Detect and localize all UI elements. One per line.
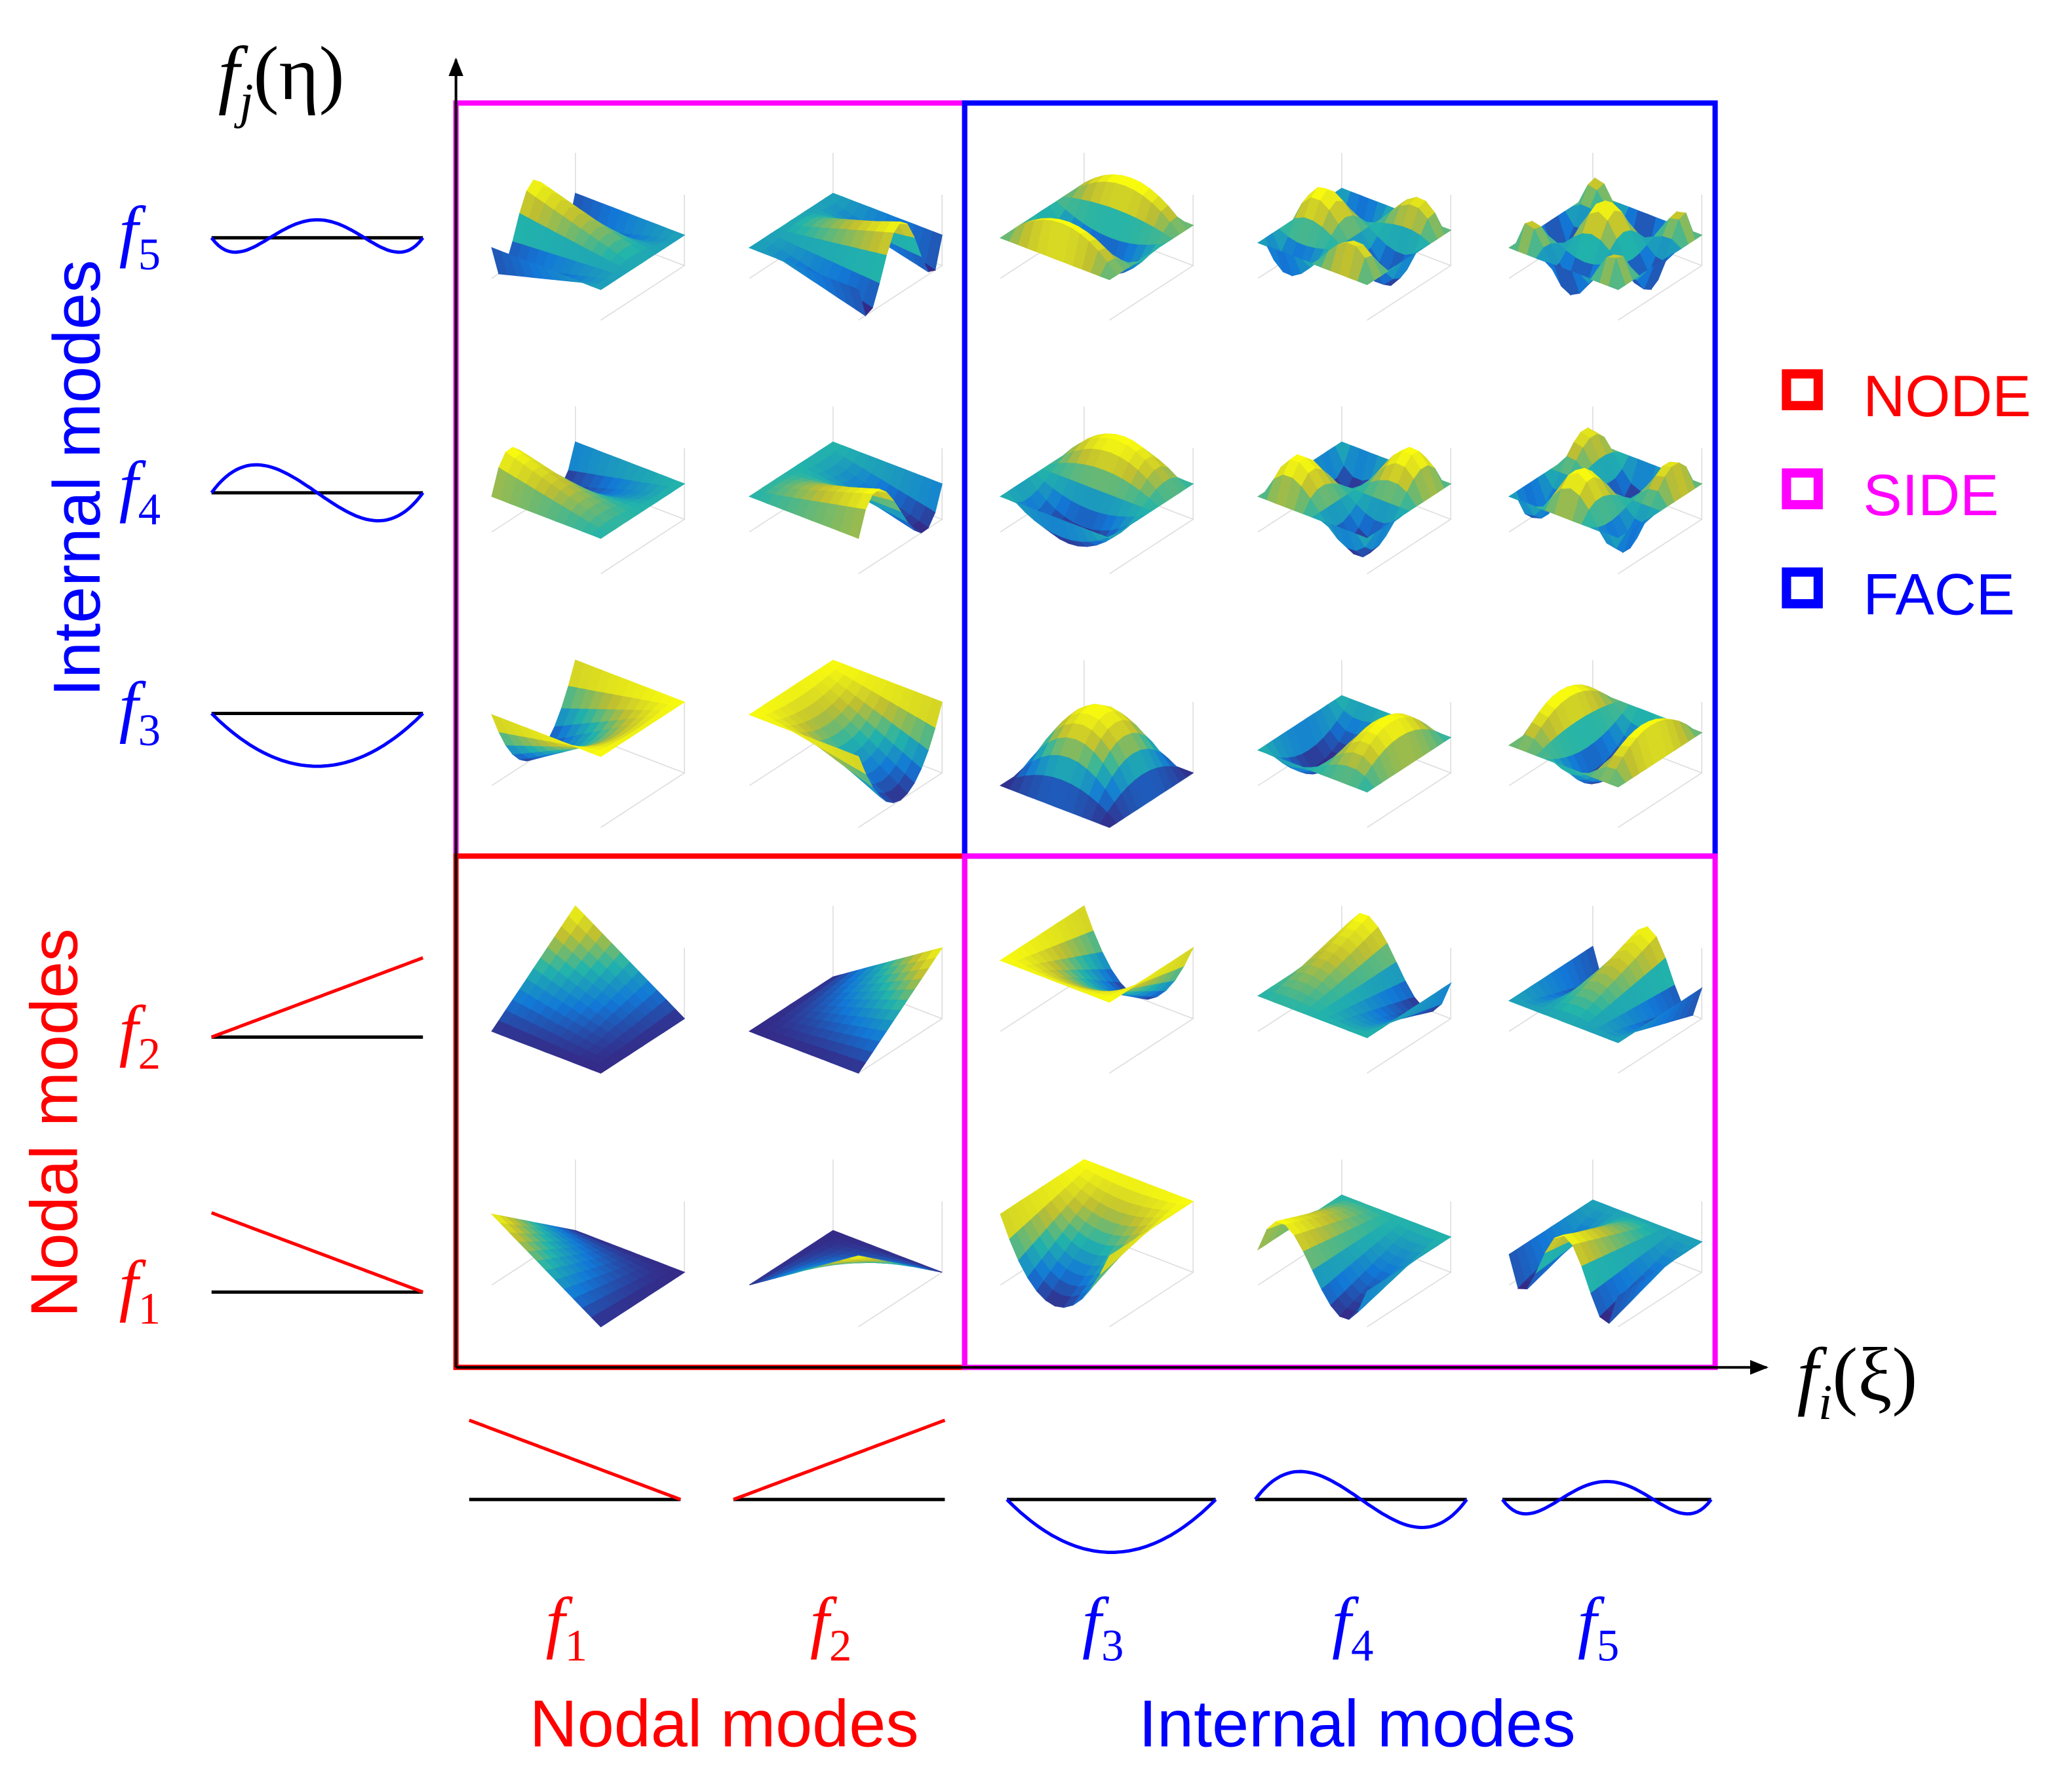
node-box xyxy=(453,853,968,1370)
surface-patch xyxy=(848,507,867,539)
subscript: 5 xyxy=(1597,1621,1619,1671)
row-label: f2 xyxy=(119,992,161,1078)
surface-plot xyxy=(1257,906,1453,1074)
column-mode-curve xyxy=(1501,1479,1713,1516)
surface-patch xyxy=(1356,1031,1375,1038)
surface-patch xyxy=(590,750,609,757)
surface-patch xyxy=(1099,812,1118,828)
surface-patch xyxy=(591,1064,609,1074)
surface-patch xyxy=(1608,769,1626,788)
surface-plot xyxy=(748,406,943,575)
subscript: 2 xyxy=(138,1029,161,1079)
mode-curves: f5 f4 f3 f2 f1 f1 f2 f3 f4 f5 xyxy=(119,193,1713,1671)
surface-plot xyxy=(491,905,686,1074)
surface-patch xyxy=(1357,257,1375,286)
legend-label: FACE xyxy=(1863,562,2015,627)
argument: (ξ) xyxy=(1832,1333,1917,1418)
legend-swatch xyxy=(1782,468,1823,510)
surface-patch xyxy=(1099,995,1118,1003)
surface-patch xyxy=(1100,533,1117,539)
column-label: f3 xyxy=(1082,1584,1124,1671)
subscript: i xyxy=(1818,1374,1832,1430)
surface-plot xyxy=(490,1159,686,1328)
surface-patch xyxy=(1607,1036,1627,1043)
surface-plot xyxy=(1257,153,1453,321)
column-group-label: Internal modes xyxy=(1139,1688,1576,1761)
surface-patch xyxy=(1099,262,1118,281)
surface-patch xyxy=(590,283,609,290)
surface-patch xyxy=(1357,533,1375,548)
surface-plot xyxy=(999,905,1194,1074)
surface-plot xyxy=(1257,660,1453,828)
surface-patch xyxy=(591,1313,609,1328)
surface-plot xyxy=(999,406,1194,575)
legend-label: SIDE xyxy=(1863,463,1999,528)
surface-patch xyxy=(1608,257,1626,290)
surface-plot xyxy=(748,153,943,321)
surface-plot xyxy=(1257,406,1453,575)
surface-patch xyxy=(848,1059,867,1074)
row-group-label: Internal modes xyxy=(41,260,114,697)
subscript: 3 xyxy=(1101,1621,1124,1671)
row-mode-curve xyxy=(210,712,424,768)
surface-plot xyxy=(1000,1159,1194,1328)
column-mode-curve xyxy=(468,1418,682,1502)
column-label: f1 xyxy=(546,1584,587,1671)
row-label: f4 xyxy=(119,448,161,534)
row-mode-curve xyxy=(210,956,424,1039)
column-label: f5 xyxy=(1578,1584,1619,1671)
xi-axis-label: fi(ξ) xyxy=(1797,1333,1918,1430)
surface-plot xyxy=(999,153,1194,321)
column-mode-curve xyxy=(733,1418,946,1502)
surface-patch xyxy=(848,285,867,317)
legend-swatch xyxy=(1782,567,1823,609)
surface-plot xyxy=(491,406,686,575)
surface-plot xyxy=(491,153,686,321)
row-group-label: Nodal modes xyxy=(18,928,92,1317)
surface-plot xyxy=(1508,406,1703,575)
subscript: 5 xyxy=(138,229,161,279)
surface-plot xyxy=(749,1159,943,1328)
surface-plot xyxy=(1508,906,1703,1074)
surface-plot xyxy=(748,906,943,1074)
row-mode-curve xyxy=(210,1211,424,1294)
legend-swatch xyxy=(1782,369,1823,410)
legend-label: NODE xyxy=(1863,364,2031,429)
row-label: f1 xyxy=(119,1247,161,1334)
column-mode-curve xyxy=(1006,1498,1217,1554)
surface-patch xyxy=(848,752,867,775)
surface-plot xyxy=(748,659,943,828)
subscript: 4 xyxy=(138,484,161,534)
argument: (η) xyxy=(254,31,345,116)
column-label: f4 xyxy=(1332,1584,1373,1671)
surface-plot xyxy=(491,659,686,828)
column-label: f2 xyxy=(810,1584,851,1671)
surface-plot xyxy=(1508,660,1703,828)
surface-patch xyxy=(1357,775,1375,793)
subscript: 1 xyxy=(138,1284,161,1334)
surface-plot xyxy=(1257,1159,1453,1328)
subscript: 4 xyxy=(1351,1621,1373,1671)
row-mode-curve xyxy=(210,218,425,254)
subscript: 2 xyxy=(829,1621,851,1671)
subscript: 1 xyxy=(565,1621,587,1671)
surface-plot xyxy=(1508,153,1703,321)
surface-grid xyxy=(490,153,1703,1328)
surface-plot xyxy=(999,660,1194,828)
column-group-label: Nodal modes xyxy=(530,1688,919,1761)
surface-patch xyxy=(591,528,609,539)
legend: NODE SIDE FACE xyxy=(1782,364,2031,627)
surface-plot xyxy=(1508,1159,1703,1328)
subscript: 3 xyxy=(138,705,161,755)
eta-axis-label: fj(η) xyxy=(218,31,345,128)
surface-patch xyxy=(1608,533,1626,549)
row-label: f3 xyxy=(119,669,161,755)
row-label: f5 xyxy=(119,193,161,279)
